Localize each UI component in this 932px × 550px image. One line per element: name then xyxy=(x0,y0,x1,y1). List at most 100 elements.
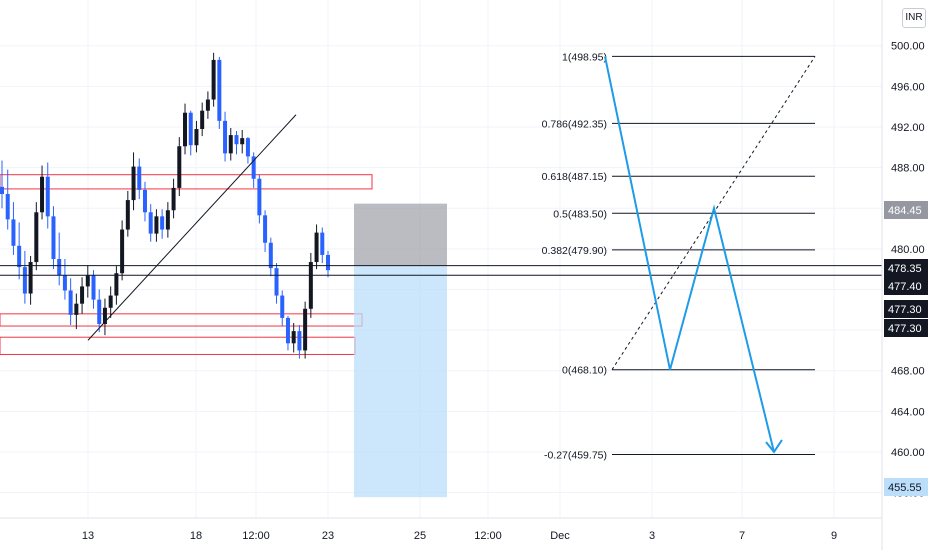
candle-body xyxy=(240,138,245,145)
candle-body xyxy=(108,295,113,308)
time-tick-label: 12:00 xyxy=(474,530,502,542)
fib-level-label: 0.618(487.15) xyxy=(542,171,607,183)
candlestick-series xyxy=(0,52,330,359)
price-badge xyxy=(884,201,928,219)
candle-body xyxy=(142,189,147,213)
price-badge-label: 478.35 xyxy=(888,263,922,275)
price-zone-rect xyxy=(0,336,356,355)
candle-body xyxy=(80,286,85,304)
candle-body xyxy=(291,331,296,344)
price-zone-rect xyxy=(0,313,363,327)
short-position-tool[interactable] xyxy=(354,203,447,498)
candle-body xyxy=(57,259,62,276)
price-badge-label: 477.30 xyxy=(888,304,922,316)
price-tick-label: 460.00 xyxy=(891,447,925,459)
candle-body xyxy=(320,232,325,255)
price-zone-rect xyxy=(0,174,373,190)
price-badge-label: 484.45 xyxy=(888,205,922,217)
price-badge-label: 477.40 xyxy=(888,281,922,293)
price-tick-label: 480.00 xyxy=(891,244,925,256)
candle-body xyxy=(268,242,273,269)
candle-body xyxy=(263,215,268,243)
candle-body xyxy=(217,59,222,121)
projection-arrowhead[interactable] xyxy=(765,439,783,454)
time-tick-label: 3 xyxy=(649,530,655,542)
time-tick-label: 13 xyxy=(82,530,94,542)
fibonacci-retracement[interactable]: 1(498.95) 0.786(492.35) 0.618(487.15) 0.5(4… xyxy=(542,51,816,462)
candle-body xyxy=(45,176,50,217)
price-tick-label: 488.00 xyxy=(891,163,925,175)
candle-body xyxy=(62,275,67,291)
trendline-drawing[interactable] xyxy=(87,114,297,341)
candle-body xyxy=(148,212,153,234)
candle-body xyxy=(34,212,39,263)
price-tick-label: 500.00 xyxy=(891,41,925,53)
candle-body xyxy=(297,331,302,351)
candle-body xyxy=(326,254,330,271)
price-badge xyxy=(884,478,928,496)
candle-body xyxy=(223,120,228,154)
price-tick-label: 496.00 xyxy=(891,81,925,93)
candle-body xyxy=(274,268,279,296)
candle-body xyxy=(74,303,79,315)
candle-body xyxy=(154,216,159,234)
time-tick-label: 25 xyxy=(414,530,426,542)
trendline[interactable] xyxy=(87,114,297,341)
candle-body xyxy=(137,166,142,190)
candle-body xyxy=(314,232,319,263)
projection-path-drawing[interactable] xyxy=(604,56,783,454)
stop-loss-zone[interactable] xyxy=(354,203,447,266)
time-tick-label: 18 xyxy=(190,530,202,542)
candle-body xyxy=(280,295,285,318)
candle-body xyxy=(160,216,165,230)
candle-body xyxy=(102,307,107,325)
fib-level-label: -0.27(459.75) xyxy=(544,450,607,462)
price-tick-label: 492.00 xyxy=(891,122,925,134)
candle-body xyxy=(165,210,170,230)
candle-body xyxy=(194,128,199,146)
candle-body xyxy=(200,110,205,129)
candle-body xyxy=(51,216,56,259)
target-zone[interactable] xyxy=(354,265,447,498)
time-axis: 13 18 12:00 23 25 12:00 Dec 3 7 9 xyxy=(0,517,882,542)
price-badge xyxy=(884,319,928,337)
candle-body xyxy=(131,166,136,201)
candle-body xyxy=(234,135,239,145)
time-tick-label: 23 xyxy=(322,530,334,542)
time-tick-label: 7 xyxy=(739,530,745,542)
candle-body xyxy=(308,262,313,309)
candle-body xyxy=(40,176,45,213)
candle-body xyxy=(22,267,27,294)
price-tick-label: 464.00 xyxy=(891,406,925,418)
fib-level-label: 0.786(492.35) xyxy=(542,118,607,130)
candle-body xyxy=(257,178,262,216)
candle-body xyxy=(114,273,119,296)
candle-body xyxy=(125,200,130,230)
candle-body xyxy=(68,290,73,315)
candle-body xyxy=(251,156,256,179)
fib-level-label: 0.5(483.50) xyxy=(553,208,607,220)
candle-body xyxy=(171,187,176,211)
candle-body xyxy=(120,229,125,274)
price-badge xyxy=(884,277,928,295)
time-tick-label: Dec xyxy=(550,530,570,542)
price-tick-label: 468.00 xyxy=(891,366,925,378)
candle-body xyxy=(5,193,10,220)
candle-body xyxy=(188,112,193,146)
candle-body xyxy=(17,245,22,268)
time-tick-label: 9 xyxy=(831,530,837,542)
price-axis: 500.00496.00492.00488.00484.00480.00476.… xyxy=(881,0,928,550)
price-badge xyxy=(884,300,928,318)
candle-body xyxy=(28,262,33,294)
candle-body xyxy=(228,135,233,154)
price-badge xyxy=(884,259,928,277)
candle-body xyxy=(211,59,216,100)
candle-body xyxy=(205,99,210,111)
candle-body xyxy=(11,219,16,246)
projection-path[interactable] xyxy=(604,56,775,453)
horizontal-price-lines xyxy=(0,265,882,276)
candle-body xyxy=(177,146,182,188)
price-badge-label: 455.55 xyxy=(888,482,922,494)
currency-badge[interactable]: INR xyxy=(902,8,926,28)
